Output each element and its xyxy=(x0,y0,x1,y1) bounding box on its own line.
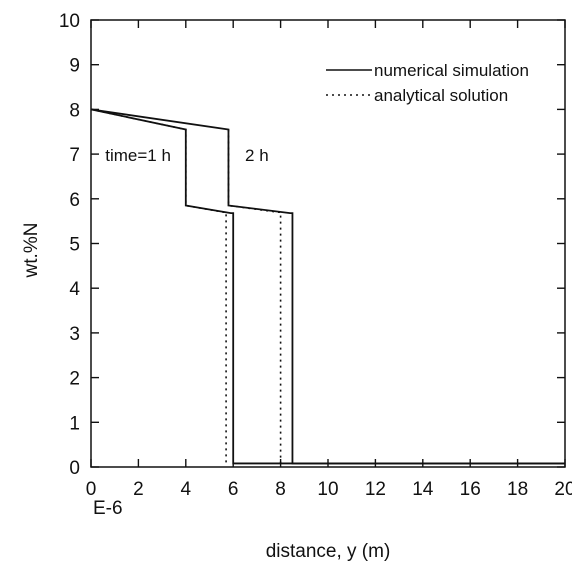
annotation-time-1h: time=1 h xyxy=(105,146,171,165)
x-tick-label: 8 xyxy=(275,479,286,500)
x-tick-label: 6 xyxy=(228,479,239,500)
x-axis-label: distance, y (m) xyxy=(266,541,391,562)
x-tick-label: 16 xyxy=(460,479,481,500)
y-tick-labels: 0 1 2 3 4 5 6 7 8 9 10 xyxy=(59,11,81,479)
y-tick-label: 0 xyxy=(69,458,80,479)
y-axis-label: wt.%N xyxy=(21,223,42,279)
y-tick-label: 10 xyxy=(59,11,80,32)
y-tick-label: 2 xyxy=(69,369,80,390)
x-tick-label: 18 xyxy=(507,479,528,500)
y-tick-label: 9 xyxy=(69,56,80,77)
y-tick-label: 1 xyxy=(69,413,80,434)
x-tick-label: 20 xyxy=(554,479,572,500)
y-tick-label: 5 xyxy=(69,235,80,256)
analytical-profile-line-2 xyxy=(90,108,227,464)
legend-label-analytical: analytical solution xyxy=(374,86,508,105)
x-tick-label: 2 xyxy=(133,479,144,500)
legend-label-numerical: numerical simulation xyxy=(374,61,529,80)
x-tick-label: 14 xyxy=(412,479,434,500)
x-tick-labels: 0 2 4 6 8 10 12 14 16 18 20 xyxy=(86,479,572,500)
annotation-time-2h: 2 h xyxy=(245,146,269,165)
y-tick-label: 7 xyxy=(69,145,80,166)
x-tick-label: 12 xyxy=(365,479,386,500)
y-tick-label: 8 xyxy=(69,100,80,121)
x-scale-label: E-6 xyxy=(93,498,123,519)
legend: numerical simulation analytical solution xyxy=(326,61,529,105)
x-tick-label: 10 xyxy=(317,479,338,500)
x-tick-label: 4 xyxy=(181,479,192,500)
y-tick-label: 6 xyxy=(69,190,80,211)
data-series xyxy=(90,108,565,465)
analytical-profile-line-3 xyxy=(227,129,282,464)
x-tick-label: 0 xyxy=(86,479,97,500)
y-tick-label: 3 xyxy=(69,324,80,345)
y-tick-label: 4 xyxy=(69,279,80,300)
